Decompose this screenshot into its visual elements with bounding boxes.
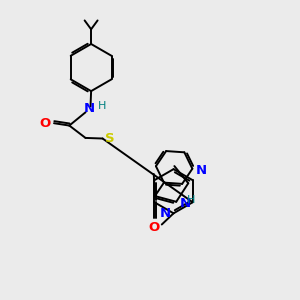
Text: N: N	[196, 164, 207, 177]
Text: N: N	[180, 197, 191, 210]
Text: H: H	[98, 101, 106, 111]
Text: O: O	[39, 117, 50, 130]
Text: O: O	[149, 221, 160, 234]
Text: N: N	[160, 207, 171, 220]
Text: H: H	[187, 195, 195, 205]
Text: S: S	[105, 132, 115, 145]
Text: N: N	[83, 102, 94, 115]
